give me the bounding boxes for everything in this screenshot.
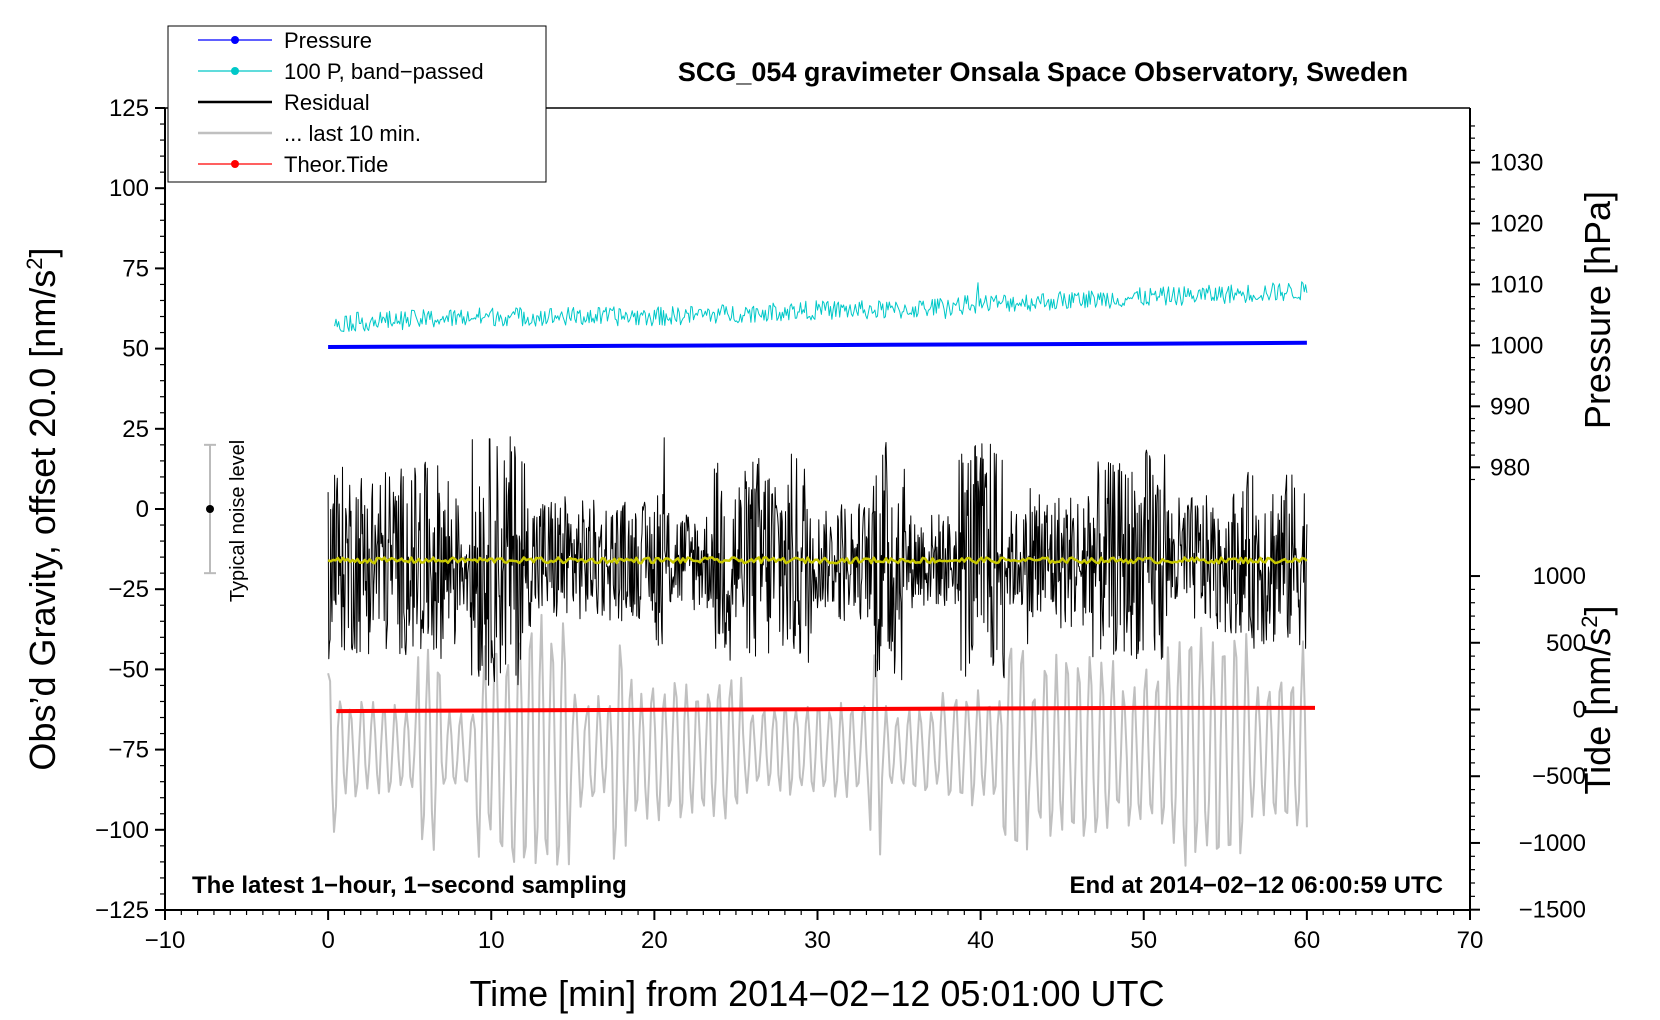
y-tick-label: 50 xyxy=(122,336,149,363)
smoothed-residual-series xyxy=(327,556,1308,565)
pressure-tick-label: 990 xyxy=(1490,393,1530,420)
x-tick-label: 50 xyxy=(1130,927,1157,954)
x-tick-label: 70 xyxy=(1457,927,1484,954)
x-tick-label: 20 xyxy=(641,927,668,954)
pressure-tick-label: 1000 xyxy=(1490,332,1543,359)
y-tick-label: −25 xyxy=(108,576,149,603)
y-tick-label: 75 xyxy=(122,255,149,282)
note-right: End at 2014−02−12 06:00:59 UTC xyxy=(1069,872,1443,899)
x-tick-label: 30 xyxy=(804,927,831,954)
legend: Pressure 100 P, band−passed Residual ... la… xyxy=(167,25,547,183)
tide-tick-label: 0 xyxy=(1573,697,1586,724)
theoretical-tide-series xyxy=(336,705,1315,714)
y-tick-label: −125 xyxy=(95,897,149,924)
series-layer xyxy=(327,281,1315,867)
y-tick-label: 125 xyxy=(109,95,149,122)
y-tick-label: 100 xyxy=(109,175,149,202)
x-tick-label: 0 xyxy=(321,927,334,954)
legend-label: Theor.Tide xyxy=(284,152,388,177)
legend-box xyxy=(167,25,547,183)
y-axis-label: Obs’d Gravity, offset 20.0 [nm/s2] xyxy=(22,247,63,770)
x-tick-label: 40 xyxy=(967,927,994,954)
noise-label: Typical noise level xyxy=(227,440,249,602)
y-tick-label: −100 xyxy=(95,817,149,844)
pressure-axis-label: Pressure [hPa] xyxy=(1577,191,1618,429)
chart-title: SCG_054 gravimeter Onsala Space Observat… xyxy=(678,57,1408,87)
y-tick-label: −75 xyxy=(108,737,149,764)
bandpassed-pressure-series xyxy=(334,281,1308,332)
legend-swatch-dot xyxy=(231,67,239,75)
tide-tick-label: −500 xyxy=(1532,763,1586,790)
x-tick-label: 10 xyxy=(478,927,505,954)
pressure-tick-label: 1010 xyxy=(1490,271,1543,298)
legend-label: 100 P, band−passed xyxy=(284,59,484,84)
pressure-tick-label: 1030 xyxy=(1490,150,1543,177)
axes-layer: −10 0 10 20 30 40 50 60 701251007550250−25−50−75… xyxy=(95,95,1586,954)
pressure-series xyxy=(328,340,1307,349)
x-tick-label: 60 xyxy=(1294,927,1321,954)
tide-tick-label: −1000 xyxy=(1519,830,1586,857)
pressure-tick-label: 980 xyxy=(1490,454,1530,481)
noise-dot xyxy=(206,505,214,513)
y-tick-label: −50 xyxy=(108,656,149,683)
tide-tick-label: −1500 xyxy=(1519,897,1586,924)
note-left: The latest 1−hour, 1−second sampling xyxy=(192,872,627,899)
y-tick-label: 25 xyxy=(122,416,149,443)
legend-label: Residual xyxy=(284,90,370,115)
pressure-tick-label: 1020 xyxy=(1490,210,1543,237)
tide-axis-label: Tide [nm/s2] xyxy=(1577,606,1618,795)
legend-label: ... last 10 min. xyxy=(284,121,421,146)
tide-tick-label: 1000 xyxy=(1533,563,1586,590)
y-tick-label: 0 xyxy=(136,496,149,523)
legend-label: Pressure xyxy=(284,28,372,53)
x-tick-label: −10 xyxy=(145,927,186,954)
legend-swatch-dot xyxy=(231,36,239,44)
residual-series xyxy=(327,436,1308,686)
noise-indicator: Typical noise level xyxy=(204,440,249,602)
x-axis-label: Time [min] from 2014−02−12 05:01:00 UTC xyxy=(469,973,1164,1014)
legend-swatch-dot xyxy=(231,160,239,168)
tide-tick-label: 500 xyxy=(1546,630,1586,657)
